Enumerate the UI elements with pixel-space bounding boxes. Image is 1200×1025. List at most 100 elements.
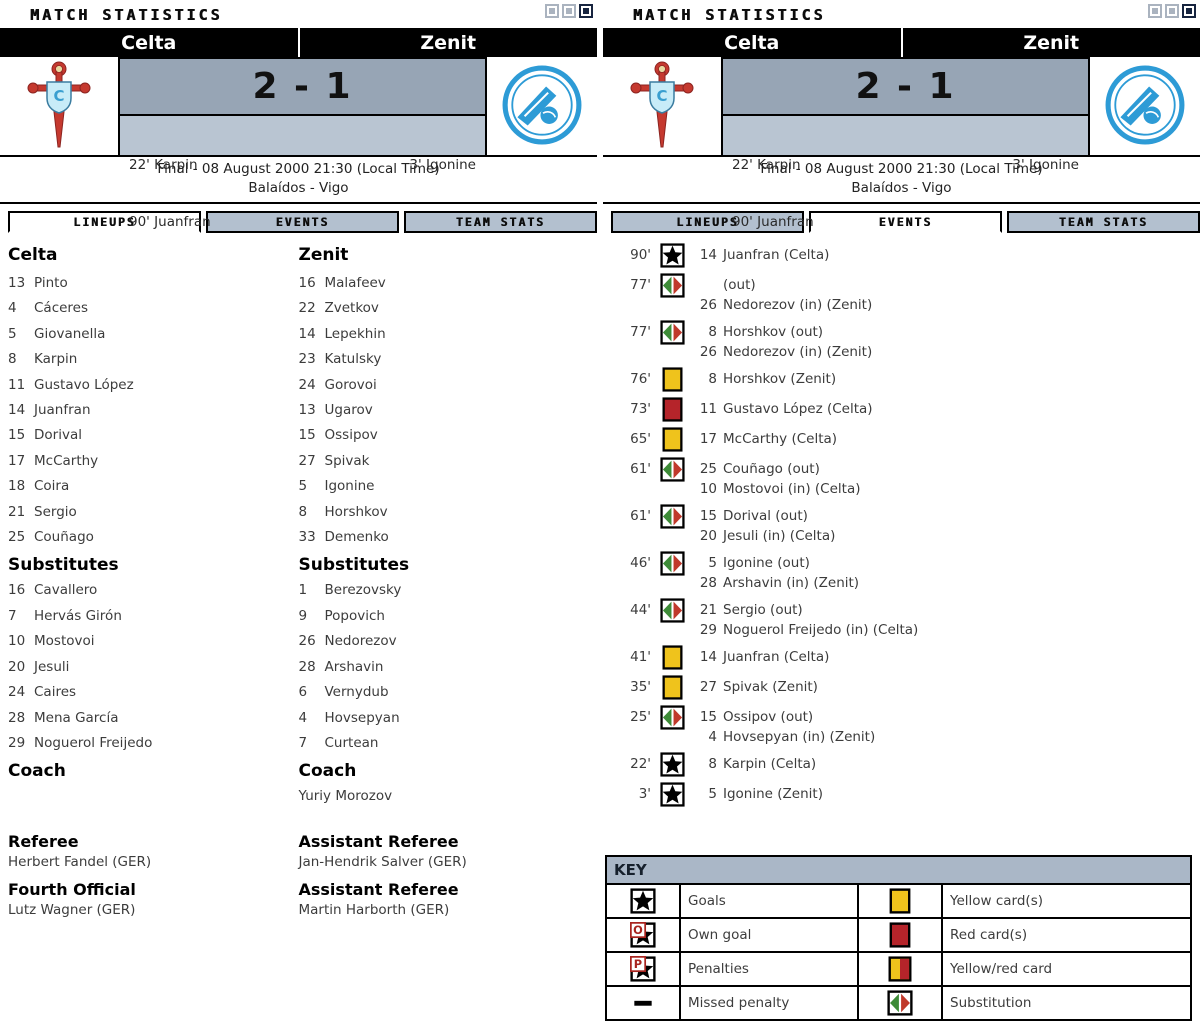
key-label: Red card(s)	[950, 927, 1028, 943]
player-number: 29	[8, 734, 26, 751]
event-line: 26 Nedorezov (in) (Zenit)	[697, 295, 872, 315]
window-button-icon[interactable]	[1165, 4, 1179, 18]
event-minute: 22'	[630, 756, 651, 772]
key-icon-cell	[859, 885, 941, 917]
event-line: 10 Mostovoi (in) (Celta)	[697, 479, 861, 499]
player-name: Ugarov	[324, 402, 373, 419]
event-minute: 90'	[630, 247, 651, 263]
away-scorer: 3' Igonine	[1012, 157, 1079, 173]
event-player-number: 27	[699, 679, 717, 695]
event-lines: 8 Horshkov (out) 26 Nedorezov (in) (Zeni…	[697, 322, 872, 362]
yellow-card-icon	[660, 427, 685, 452]
player-name: Vernydub	[324, 684, 389, 701]
event-minute: 65'	[630, 431, 651, 447]
player-number: 1	[298, 582, 308, 599]
player-row: 26 Nedorezov	[299, 629, 590, 654]
window-button-icon[interactable]	[545, 4, 559, 18]
event-player-number: 15	[699, 508, 717, 524]
red-card-icon	[887, 922, 913, 948]
official-name: Herbert Fandel (GER)	[8, 854, 152, 871]
player-name: Coira	[34, 478, 70, 495]
home-substitutes-heading: Substitutes	[8, 555, 119, 576]
status-line: Final - 08 August 2000 21:30 (Local Time…	[157, 161, 440, 177]
key-label-cell: Red card(s)	[943, 919, 1190, 951]
goal-icon	[630, 888, 656, 914]
event-player-number: 28	[699, 575, 717, 591]
away-scorers: 3' Igonine	[1012, 118, 1079, 213]
key-icon-cell: P	[607, 953, 679, 985]
event-lines: 21 Sergio (out) 29 Noguerol Freijedo (in…	[697, 600, 919, 640]
player-row: 15 Dorival	[8, 423, 299, 448]
zenit-crest-icon	[487, 57, 597, 153]
event-player-number: 26	[699, 344, 717, 360]
tab-events[interactable]: EVENTS	[206, 211, 399, 233]
event-text: Nedorezov (in) (Zenit)	[723, 344, 873, 360]
home-players-list: 13 Pinto 4 Cáceres 5 Giovanella 8 Karpin…	[8, 271, 299, 550]
official-role: Fourth Official	[8, 880, 136, 900]
home-scorers: 22' Karpin 90' Juanfran	[129, 118, 211, 270]
player-number: 5	[8, 325, 17, 342]
official-role: Assistant Referee	[298, 880, 459, 900]
event-line: 25 Couñago (out)	[697, 459, 861, 479]
official: Referee Herbert Fandel (GER)	[8, 831, 299, 879]
away-subs-list: 1 Berezovsky 9 Popovich 26 Nedorezov 28 …	[299, 578, 590, 756]
team-bar-divider	[297, 28, 300, 57]
window-button-icon[interactable]	[1148, 4, 1162, 18]
event-row: 61' 25 Couñago (out) 10 Mostovoi (in) (C…	[611, 457, 1192, 499]
player-row: 5 Giovanella	[8, 322, 299, 347]
player-name: Igonine	[324, 478, 375, 495]
event-lines: 11 Gustavo López (Celta)	[697, 399, 873, 419]
event-player-number: 11	[699, 401, 717, 417]
event-line: 14 Juanfran (Celta)	[697, 647, 830, 667]
tab-team-stats[interactable]: TEAM STATS	[1007, 211, 1200, 233]
player-number: 16	[298, 275, 316, 291]
events-list: 90' 14 Juanfran (Celta) 77' (out) 26 Ned…	[611, 243, 1192, 807]
tab-events[interactable]: EVENTS	[809, 211, 1002, 233]
event-minute: 44'	[630, 602, 651, 618]
tab-lineups[interactable]: LINEUPS	[8, 211, 201, 233]
event-row: 22' 8 Karpin (Celta)	[611, 752, 1192, 777]
event-text: Spivak (Zenit)	[723, 679, 818, 695]
red-card-icon	[660, 397, 685, 422]
event-minute: 73'	[630, 401, 651, 417]
official: Assistant Referee Martin Harborth (GER)	[299, 879, 590, 927]
scorers: 22' Karpin 90' Juanfran 3' Igonine	[723, 116, 1088, 230]
event-player-number: 4	[708, 729, 717, 745]
yellow-red-card-icon	[887, 956, 913, 982]
player-number: 27	[298, 452, 316, 469]
player-name: Spivak	[324, 452, 370, 469]
event-row: 25' 15 Ossipov (out) 4 Hovsepyan (in) (Z…	[611, 705, 1192, 747]
player-name: Horshkov	[324, 503, 388, 520]
event-text: Juanfran (Celta)	[723, 247, 830, 263]
home-scorer: 90' Juanfran	[732, 214, 814, 230]
player-row: 28 Mena García	[8, 706, 299, 731]
player-row: 25 Couñago	[8, 525, 299, 550]
event-minute: 46'	[630, 555, 651, 571]
tab-bar: LINEUPS EVENTS TEAM STATS	[8, 211, 597, 233]
tab-lineups[interactable]: LINEUPS	[611, 211, 804, 233]
window-button-icon[interactable]	[579, 4, 593, 18]
window-button-icon[interactable]	[562, 4, 576, 18]
venue-line: Balaídos - Vigo	[248, 180, 349, 196]
player-row: 17 McCarthy	[8, 449, 299, 474]
event-lines: 17 McCarthy (Celta)	[697, 429, 837, 449]
player-number: 23	[298, 351, 316, 368]
event-line: 26 Nedorezov (in) (Zenit)	[697, 342, 872, 362]
home-scorers: 22' Karpin 90' Juanfran	[732, 118, 814, 270]
home-team-name: Celta	[121, 31, 177, 54]
event-player-number: 26	[699, 297, 717, 313]
event-player-number: 10	[699, 481, 717, 497]
svg-text:P: P	[634, 957, 642, 971]
events-content: 90' 14 Juanfran (Celta) 77' (out) 26 Ned…	[603, 233, 1200, 807]
substitution-icon	[660, 320, 685, 345]
window-button-icon[interactable]	[1182, 4, 1196, 18]
official: Assistant Referee Jan-Hendrik Salver (GE…	[299, 831, 590, 879]
tab-team-stats[interactable]: TEAM STATS	[404, 211, 597, 233]
page-title: MATCH STATISTICS	[30, 6, 223, 24]
lineups-content: Celta 13 Pinto 4 Cáceres 5 Giovanella 8 …	[0, 233, 597, 927]
substitution-icon	[660, 598, 685, 623]
event-text: Arshavin (in) (Zenit)	[723, 575, 860, 591]
event-text: Igonine (Zenit)	[723, 786, 823, 802]
key-label: Missed penalty	[688, 995, 790, 1011]
event-text: Gustavo López (Celta)	[723, 401, 873, 417]
